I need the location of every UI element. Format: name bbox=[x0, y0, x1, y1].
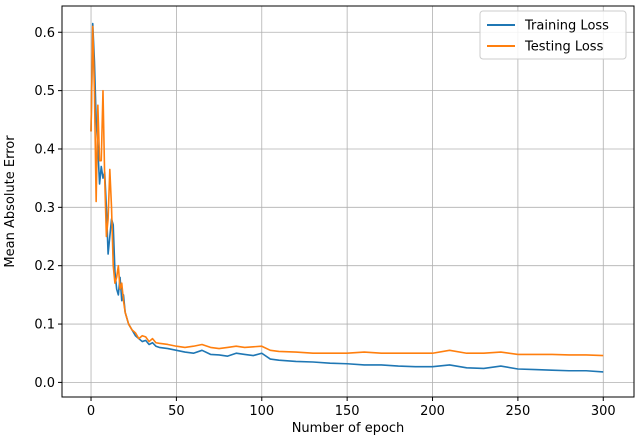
y-axis-title: Mean Absolute Error bbox=[3, 135, 18, 268]
x-tick-label: 200 bbox=[420, 404, 445, 419]
grid-lines bbox=[62, 6, 634, 397]
legend-label: Testing Loss bbox=[524, 40, 604, 55]
y-tick-label: 0.2 bbox=[34, 259, 55, 274]
series-lines bbox=[90, 22, 604, 373]
x-tick-label: 0 bbox=[87, 404, 95, 419]
series-line bbox=[90, 22, 604, 373]
series-line bbox=[90, 25, 604, 357]
x-tick-label: 100 bbox=[249, 404, 274, 419]
plot-frame bbox=[61, 5, 635, 398]
x-tick-label: 150 bbox=[335, 404, 360, 419]
legend-label: Training Loss bbox=[524, 19, 609, 34]
legend-box bbox=[479, 10, 627, 60]
y-tick-label: 0.1 bbox=[34, 318, 55, 333]
x-tick-label: 50 bbox=[168, 404, 185, 419]
y-tick-label: 0.3 bbox=[34, 201, 55, 216]
legend: Training Loss Testing Loss bbox=[479, 10, 627, 60]
x-tick-label: 300 bbox=[591, 404, 616, 419]
y-tick-label: 0.4 bbox=[34, 142, 55, 157]
x-axis: 0 50 100 150 200 250 300 bbox=[87, 397, 616, 419]
x-tick-label: 250 bbox=[505, 404, 530, 419]
y-tick-label: 0.0 bbox=[34, 376, 55, 391]
y-tick-label: 0.5 bbox=[34, 84, 55, 99]
y-axis: 0.0 0.1 0.2 0.3 0.4 0.5 0.6 bbox=[34, 26, 62, 391]
x-axis-title: Number of epoch bbox=[292, 421, 405, 436]
y-tick-label: 0.6 bbox=[34, 26, 55, 41]
